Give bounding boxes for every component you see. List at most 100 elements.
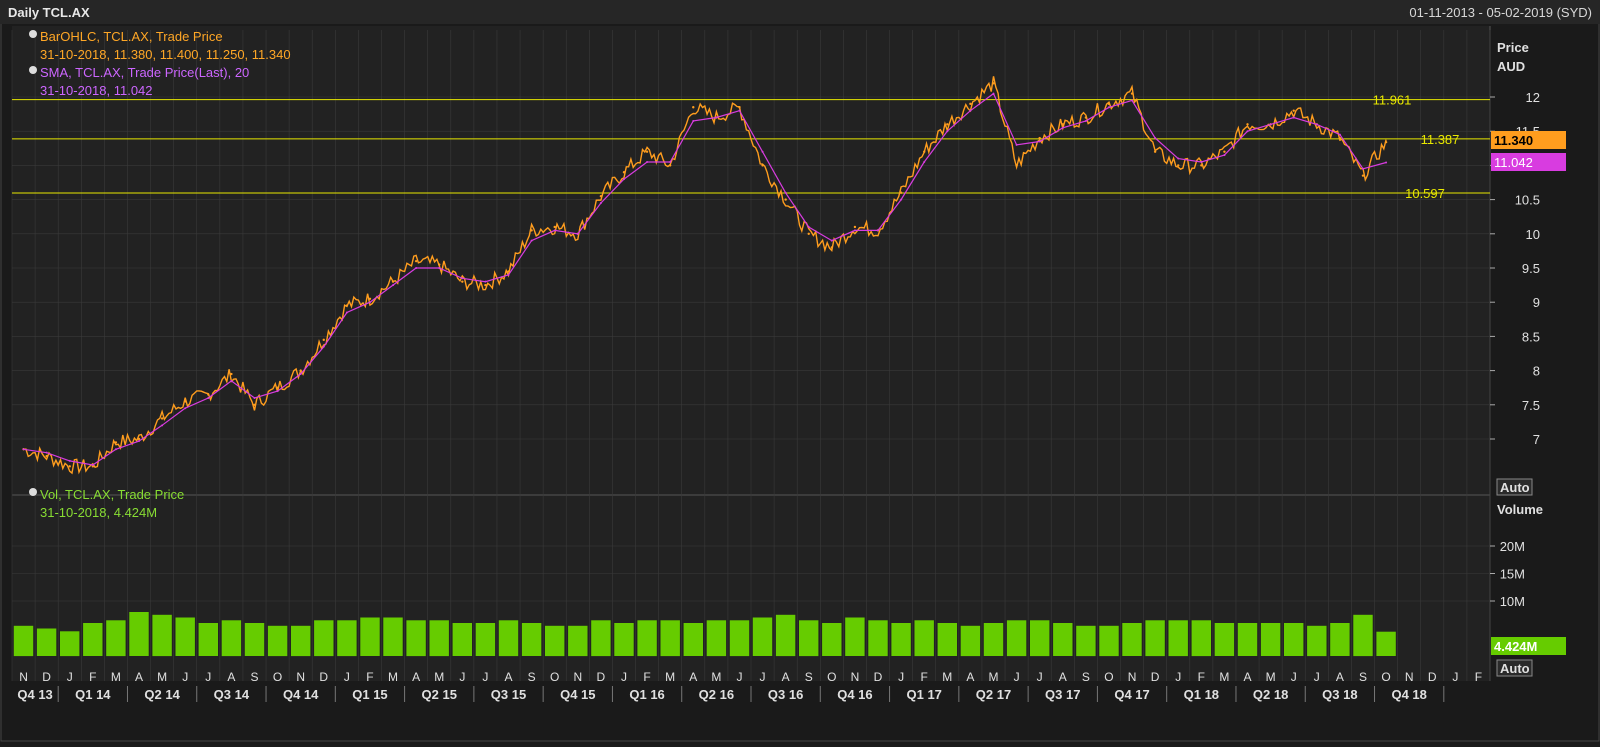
- month-tick-label: A: [135, 670, 143, 684]
- month-tick-label: J: [760, 670, 766, 684]
- volume-bar: [1214, 623, 1235, 656]
- sma-point: [1200, 160, 1203, 163]
- legend-vol-values: 31-10-2018, 4.424M: [40, 505, 157, 520]
- volume-bar: [775, 614, 796, 657]
- legend-toggle-icon[interactable]: [29, 488, 37, 496]
- sma-point: [622, 178, 625, 181]
- volume-bar: [706, 620, 727, 657]
- sma-point: [276, 390, 279, 393]
- volume-bar: [1076, 625, 1096, 657]
- volume-bar: [683, 623, 703, 656]
- month-tick-label: J: [1037, 670, 1043, 684]
- sma-point: [253, 396, 256, 399]
- sma-point: [1107, 106, 1110, 109]
- month-tick-label: O: [273, 670, 282, 684]
- month-tick-label: D: [319, 670, 328, 684]
- price-auto-button[interactable]: Auto: [1496, 478, 1533, 496]
- volume-auto-button-bg[interactable]: [1496, 659, 1533, 677]
- price-line: [23, 76, 1387, 475]
- volume-axis-title: Volume: [1497, 502, 1543, 517]
- month-tick-label: N: [296, 670, 305, 684]
- month-tick-label: A: [689, 670, 697, 684]
- sma-point: [1338, 133, 1341, 136]
- sma-point: [484, 280, 487, 283]
- volume-bar: [937, 623, 957, 656]
- price-axis-title: Price: [1497, 40, 1529, 55]
- sma-point: [877, 229, 880, 232]
- month-tick-label: F: [366, 670, 373, 684]
- price-series: [22, 76, 1388, 475]
- quarter-tick-label: Q3 17: [1045, 687, 1080, 702]
- price-point: [1107, 102, 1111, 106]
- last-price-badge-bg: [1491, 131, 1566, 149]
- month-tick-label: J: [736, 670, 742, 684]
- sma-point: [1015, 143, 1018, 146]
- volume-series: [13, 612, 1396, 657]
- legend-price-values: 31-10-2018, 11.380, 11.400, 11.250, 11.3…: [40, 47, 291, 62]
- legend-price-series: BarOHLC, TCL.AX, Trade Price: [40, 29, 223, 44]
- month-tick-label: S: [1359, 670, 1367, 684]
- price-point: [345, 304, 349, 307]
- month-tick-label: J: [344, 670, 350, 684]
- price-tick-label: 9: [1533, 295, 1540, 310]
- sma-point: [553, 229, 556, 232]
- price-point: [391, 280, 395, 283]
- volume-bar: [660, 620, 680, 657]
- month-tick-label: F: [1198, 670, 1205, 684]
- volume-bar: [521, 623, 542, 656]
- volume-bar: [429, 620, 449, 657]
- month-tick-label: M: [711, 670, 721, 684]
- volume-bar: [60, 631, 80, 657]
- sma-point: [1246, 130, 1249, 133]
- volume-bar: [314, 620, 334, 657]
- price-point: [784, 198, 787, 201]
- sma-point: [530, 239, 533, 242]
- volume-bar: [267, 625, 288, 657]
- sma-point: [1223, 154, 1226, 157]
- sma-point: [807, 225, 810, 228]
- month-tick-label: A: [412, 670, 420, 684]
- month-tick-label: J: [182, 670, 188, 684]
- last-price-badge-text: 11.340: [1494, 133, 1533, 148]
- reference-line-label: 11.387: [1421, 132, 1460, 147]
- sma-series: [22, 92, 1388, 466]
- quarter-tick-label: Q4 17: [1114, 687, 1149, 702]
- price-point: [1084, 116, 1088, 119]
- volume-bar: [337, 620, 357, 657]
- sma-point: [1292, 116, 1295, 119]
- price-point: [184, 400, 187, 403]
- volume-bar: [175, 617, 195, 656]
- volume-bar: [545, 625, 565, 657]
- quarter-tick-label: Q2 16: [699, 687, 734, 702]
- price-tick-label: 10.5: [1515, 193, 1540, 208]
- price-legend: BarOHLC, TCL.AX, Trade Price 31-10-2018,…: [29, 29, 291, 98]
- sma-point: [415, 267, 418, 269]
- legend-toggle-icon[interactable]: [29, 66, 37, 74]
- sma-point: [1385, 161, 1388, 164]
- volume-bar: [1145, 620, 1165, 657]
- price-auto-label[interactable]: Auto: [1500, 480, 1530, 495]
- price-point: [807, 232, 810, 235]
- volume-bar: [637, 620, 657, 657]
- sma-point: [161, 424, 164, 427]
- price-point: [230, 372, 233, 376]
- volume-bar: [475, 623, 496, 656]
- month-tick-label: F: [921, 670, 928, 684]
- month-tick-label: N: [19, 670, 28, 684]
- sma-point: [599, 202, 602, 205]
- volume-bar: [891, 623, 911, 656]
- price-point: [322, 338, 325, 342]
- volume-auto-label[interactable]: Auto: [1500, 661, 1530, 676]
- legend-toggle-icon[interactable]: [29, 30, 37, 38]
- month-tick-label: A: [1336, 670, 1344, 684]
- month-tick-label: S: [805, 670, 813, 684]
- date-range: 01-11-2013 - 05-02-2019 (SYD): [1409, 5, 1592, 20]
- volume-auto-button[interactable]: Auto: [1496, 659, 1533, 677]
- price-point: [599, 194, 603, 198]
- month-tick-label: O: [550, 670, 559, 684]
- month-tick-label: A: [966, 670, 974, 684]
- month-tick-label: M: [1266, 670, 1276, 684]
- sma-point: [91, 463, 94, 466]
- price-auto-button-bg[interactable]: [1496, 478, 1533, 496]
